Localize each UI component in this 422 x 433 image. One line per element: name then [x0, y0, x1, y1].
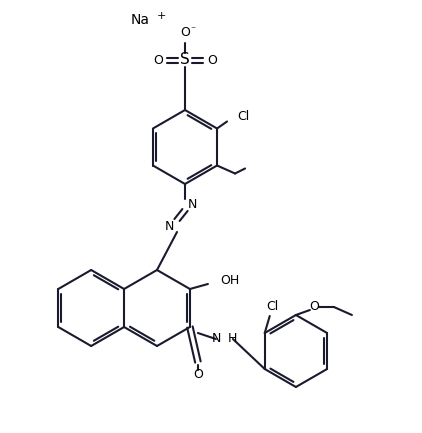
Text: Na: Na	[131, 13, 150, 27]
Text: O: O	[309, 301, 319, 313]
Text: S: S	[180, 52, 190, 68]
Text: N: N	[187, 197, 197, 210]
Text: Cl: Cl	[237, 110, 249, 123]
Text: OH: OH	[220, 275, 239, 288]
Text: +: +	[157, 11, 166, 21]
Text: O: O	[153, 54, 163, 67]
Text: O: O	[193, 368, 203, 381]
Text: N: N	[211, 333, 221, 346]
Text: ⁻: ⁻	[190, 25, 195, 35]
Text: O: O	[207, 54, 217, 67]
Text: Cl: Cl	[267, 301, 279, 313]
Text: N: N	[164, 220, 174, 233]
Text: H: H	[228, 333, 237, 346]
Text: O: O	[180, 26, 190, 39]
